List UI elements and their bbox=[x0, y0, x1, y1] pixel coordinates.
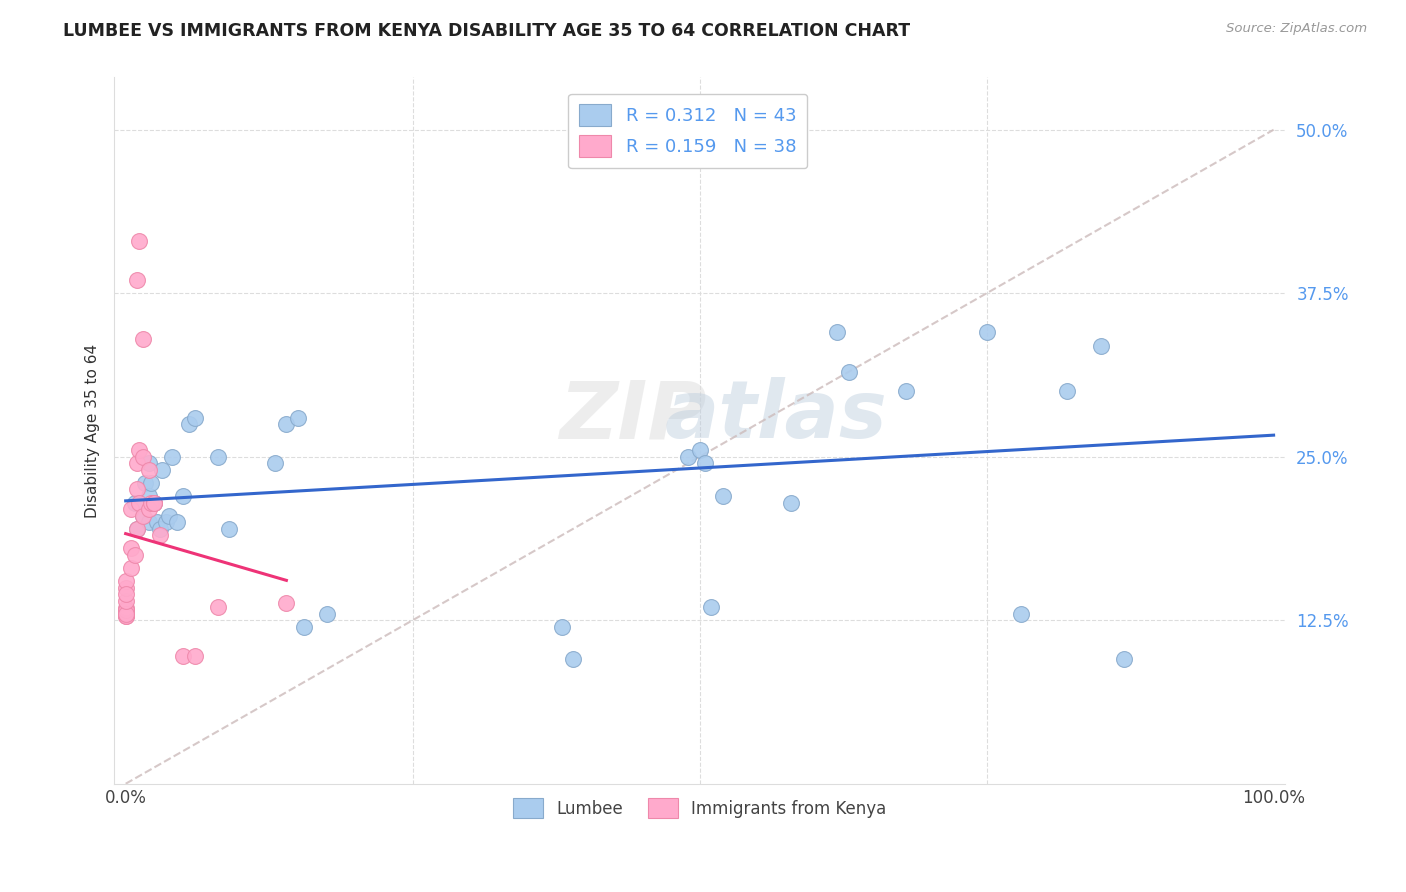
Text: LUMBEE VS IMMIGRANTS FROM KENYA DISABILITY AGE 35 TO 64 CORRELATION CHART: LUMBEE VS IMMIGRANTS FROM KENYA DISABILI… bbox=[63, 22, 911, 40]
Point bbox=[276, 596, 298, 610]
Point bbox=[172, 489, 194, 503]
Point bbox=[143, 495, 166, 509]
Point bbox=[207, 600, 229, 615]
Point bbox=[264, 456, 287, 470]
Point bbox=[124, 495, 146, 509]
Point bbox=[127, 483, 149, 497]
Point bbox=[218, 522, 240, 536]
Point bbox=[132, 450, 155, 464]
Point bbox=[157, 508, 180, 523]
Point bbox=[120, 502, 142, 516]
Point bbox=[134, 475, 156, 490]
Point bbox=[114, 593, 136, 607]
Point bbox=[128, 443, 150, 458]
Point bbox=[160, 450, 183, 464]
Point bbox=[132, 332, 155, 346]
Point bbox=[128, 495, 150, 509]
Text: atlas: atlas bbox=[665, 377, 887, 456]
Point bbox=[976, 326, 998, 340]
Point bbox=[127, 273, 149, 287]
Point bbox=[780, 495, 803, 509]
Point bbox=[183, 410, 205, 425]
Point bbox=[149, 522, 172, 536]
Point bbox=[139, 475, 162, 490]
Point bbox=[292, 620, 315, 634]
Point bbox=[120, 561, 142, 575]
Point bbox=[183, 648, 205, 663]
Point bbox=[1090, 338, 1112, 352]
Text: ZIP: ZIP bbox=[560, 377, 706, 456]
Point bbox=[315, 607, 337, 621]
Point bbox=[114, 607, 136, 621]
Point bbox=[120, 541, 142, 556]
Point bbox=[145, 515, 167, 529]
Text: Source: ZipAtlas.com: Source: ZipAtlas.com bbox=[1226, 22, 1367, 36]
Point bbox=[114, 587, 136, 601]
Point bbox=[276, 417, 298, 431]
Point bbox=[155, 515, 177, 529]
Point bbox=[114, 606, 136, 620]
Point bbox=[114, 581, 136, 595]
Point bbox=[827, 326, 849, 340]
Point bbox=[124, 548, 146, 562]
Point bbox=[689, 443, 711, 458]
Point bbox=[1056, 384, 1078, 399]
Point bbox=[711, 489, 734, 503]
Point bbox=[665, 149, 688, 163]
Point bbox=[551, 620, 574, 634]
Point bbox=[138, 515, 160, 529]
Point bbox=[143, 495, 166, 509]
Point bbox=[896, 384, 918, 399]
Point bbox=[287, 410, 309, 425]
Point bbox=[132, 508, 155, 523]
Point bbox=[152, 463, 174, 477]
Point bbox=[114, 609, 136, 624]
Point bbox=[562, 652, 585, 666]
Point bbox=[166, 515, 188, 529]
Point bbox=[127, 456, 149, 470]
Point bbox=[207, 450, 229, 464]
Point bbox=[114, 607, 136, 621]
Point bbox=[695, 456, 717, 470]
Point bbox=[138, 456, 160, 470]
Point bbox=[138, 489, 160, 503]
Point bbox=[1114, 652, 1136, 666]
Point bbox=[114, 603, 136, 617]
Point bbox=[149, 528, 172, 542]
Point bbox=[838, 365, 860, 379]
Point bbox=[127, 522, 149, 536]
Point bbox=[114, 609, 136, 624]
Point bbox=[114, 601, 136, 615]
Point bbox=[114, 607, 136, 621]
Point bbox=[114, 607, 136, 622]
Point bbox=[132, 508, 155, 523]
Point bbox=[700, 600, 723, 615]
Legend: Lumbee, Immigrants from Kenya: Lumbee, Immigrants from Kenya bbox=[506, 791, 893, 825]
Point bbox=[676, 450, 699, 464]
Point bbox=[139, 495, 162, 509]
Point bbox=[138, 502, 160, 516]
Point bbox=[177, 417, 200, 431]
Point bbox=[114, 574, 136, 588]
Point bbox=[143, 495, 166, 509]
Point bbox=[127, 522, 149, 536]
Point bbox=[114, 604, 136, 618]
Y-axis label: Disability Age 35 to 64: Disability Age 35 to 64 bbox=[86, 343, 100, 517]
Point bbox=[1010, 607, 1032, 621]
Point bbox=[172, 648, 194, 663]
Point bbox=[128, 234, 150, 248]
Point bbox=[138, 463, 160, 477]
